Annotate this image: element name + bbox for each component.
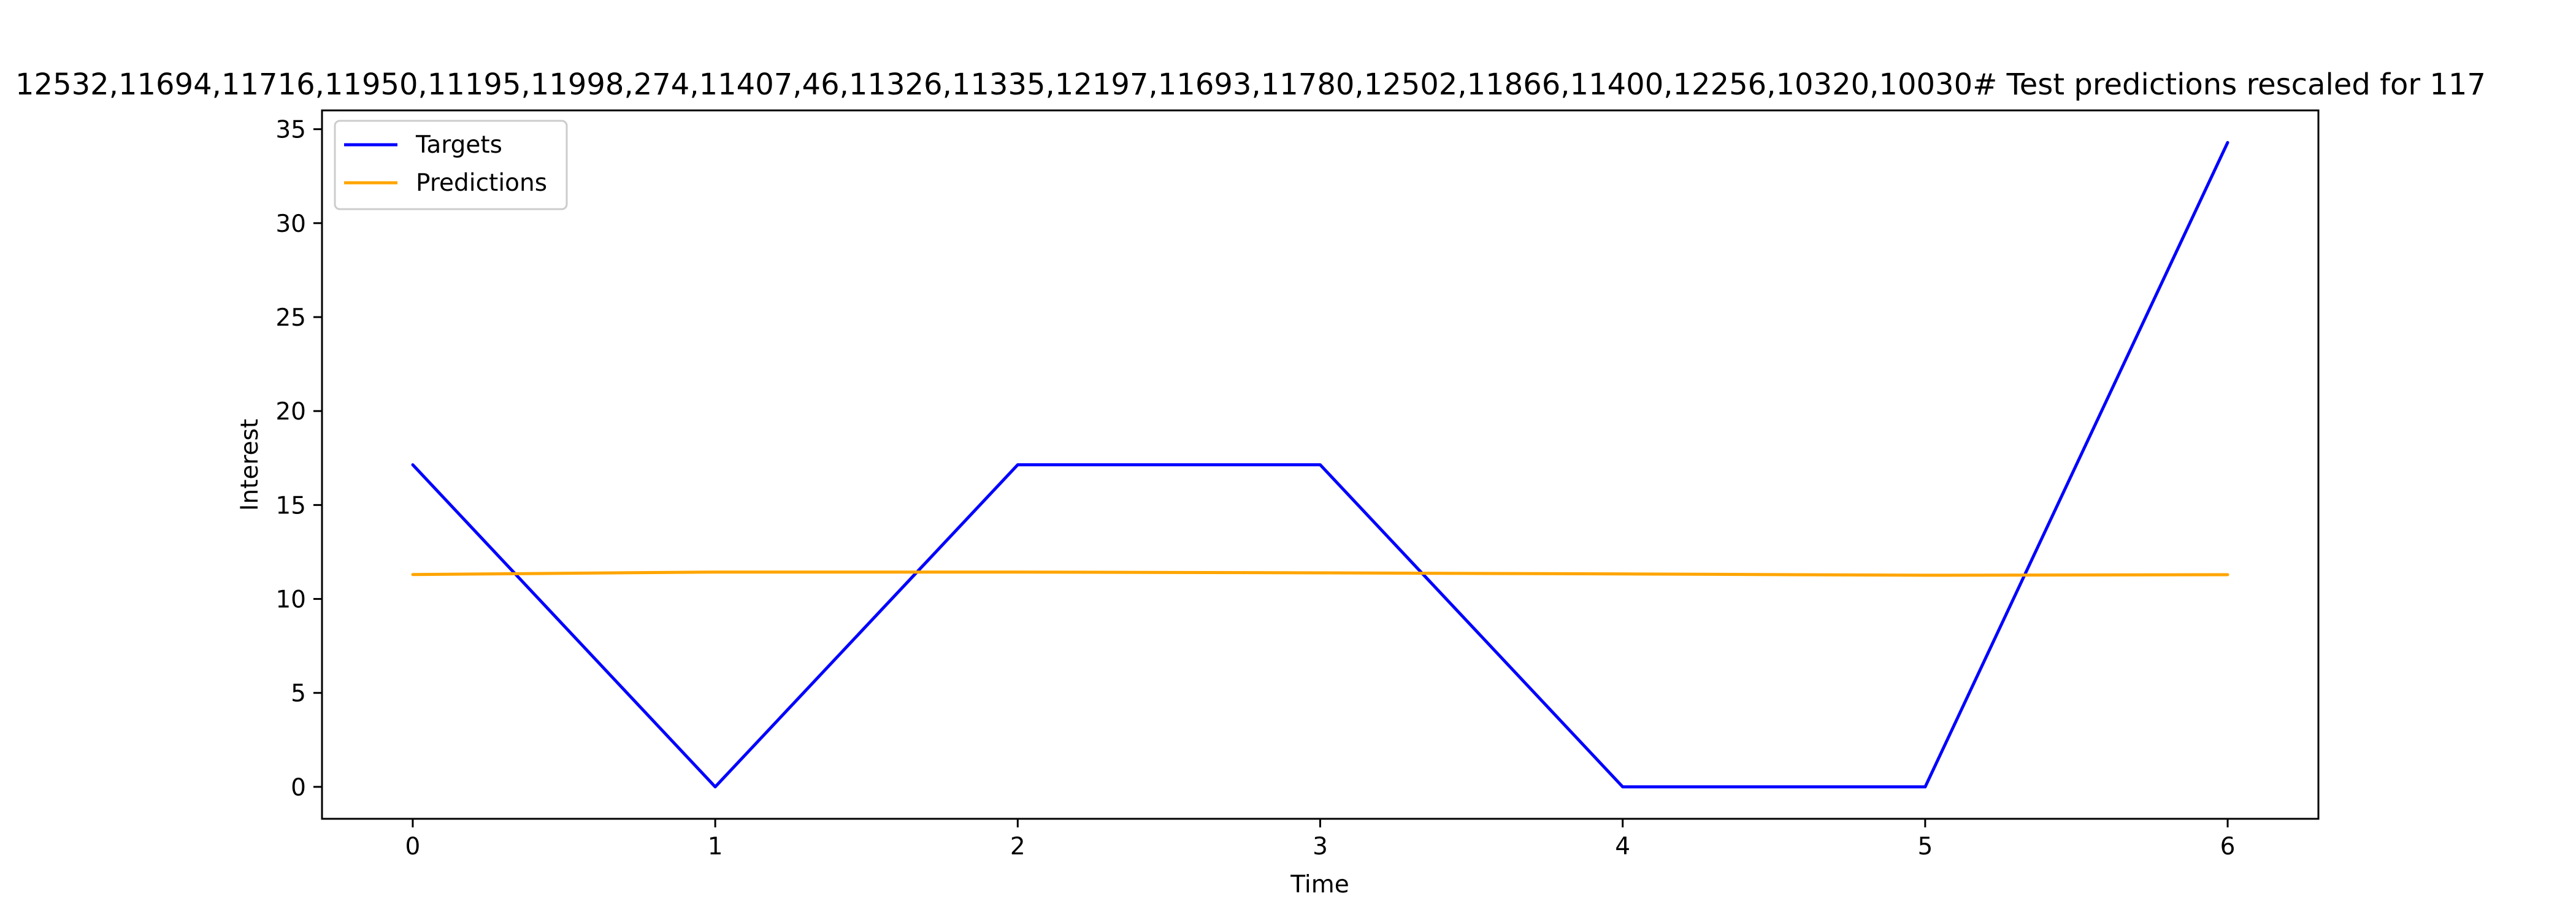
x-tick-label: 3 [1313, 833, 1328, 861]
legend-label-predictions: Predictions [416, 169, 547, 197]
series-layer [411, 140, 2229, 789]
y-axis: 0 5 10 15 20 25 30 35 [275, 117, 322, 802]
x-tick-label: 0 [405, 833, 421, 861]
x-tick-label: 2 [1010, 833, 1025, 861]
y-tick-label: 20 [275, 398, 306, 426]
y-tick-label: 15 [275, 492, 306, 519]
legend: Targets Predictions [334, 120, 568, 210]
x-tick-label: 5 [1917, 833, 1933, 861]
x-axis: 0 1 2 3 4 5 6 [405, 819, 2236, 861]
x-tick-label: 6 [2220, 833, 2236, 861]
y-tick-label: 10 [275, 586, 306, 614]
x-tick-label: 4 [1615, 833, 1630, 861]
y-tick-label: 35 [275, 117, 306, 144]
y-tick-label: 0 [291, 774, 306, 802]
x-axis-label: Time [1290, 871, 1349, 899]
y-tick-label: 25 [275, 304, 306, 332]
legend-label-targets: Targets [415, 131, 502, 159]
series-line-predictions [411, 570, 2229, 577]
legend-frame [334, 120, 568, 210]
chart-title: 12532,11694,11716,11950,11195,11998,274,… [15, 67, 2486, 102]
y-axis-label: Interest [236, 419, 264, 511]
y-tick-label: 30 [275, 210, 306, 238]
x-tick-label: 1 [708, 833, 723, 861]
y-tick-label: 5 [291, 680, 306, 708]
series-line-targets [411, 140, 2229, 789]
